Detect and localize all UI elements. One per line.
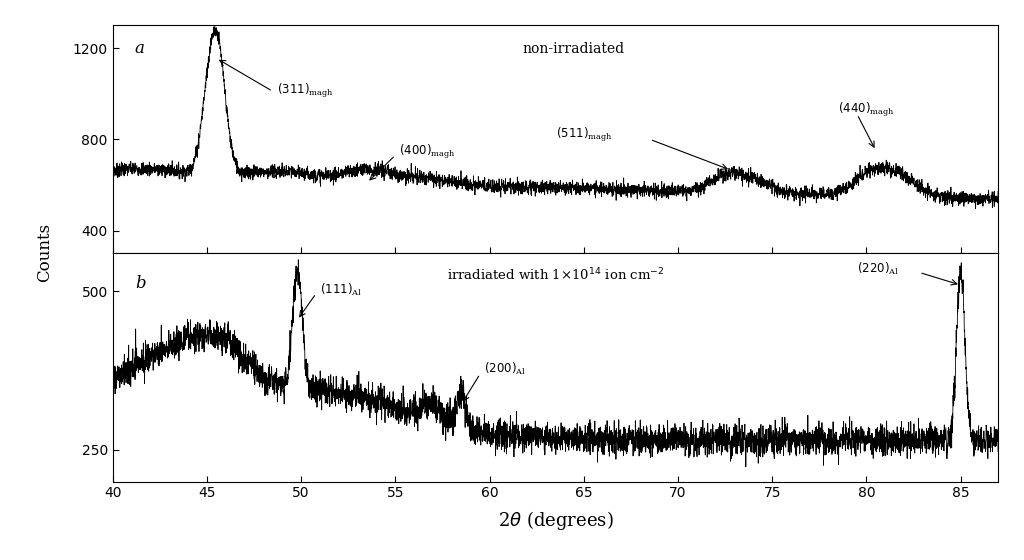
Text: a: a <box>135 40 144 57</box>
Text: $(511)_{\mathregular{magh}}$: $(511)_{\mathregular{magh}}$ <box>555 126 612 144</box>
Text: $(220)_{\mathregular{Al}}$: $(220)_{\mathregular{Al}}$ <box>857 261 899 277</box>
Text: $(311)_{\mathregular{magh}}$: $(311)_{\mathregular{magh}}$ <box>276 82 334 100</box>
Text: $(200)_{\mathregular{Al}}$: $(200)_{\mathregular{Al}}$ <box>484 361 526 377</box>
Text: $(440)_{\mathregular{magh}}$: $(440)_{\mathregular{magh}}$ <box>839 101 895 119</box>
X-axis label: 2$\theta$ (degrees): 2$\theta$ (degrees) <box>498 509 613 532</box>
Text: $(111)_{\mathregular{Al}}$: $(111)_{\mathregular{Al}}$ <box>319 282 362 297</box>
Text: $(400)_{\mathregular{magh}}$: $(400)_{\mathregular{magh}}$ <box>399 143 456 161</box>
Text: Counts: Counts <box>36 222 53 282</box>
Text: irradiated with 1×10$^{14}$ ion cm$^{-2}$: irradiated with 1×10$^{14}$ ion cm$^{-2}… <box>446 267 665 284</box>
Text: non-irradiated: non-irradiated <box>522 41 625 55</box>
Text: b: b <box>135 274 145 292</box>
